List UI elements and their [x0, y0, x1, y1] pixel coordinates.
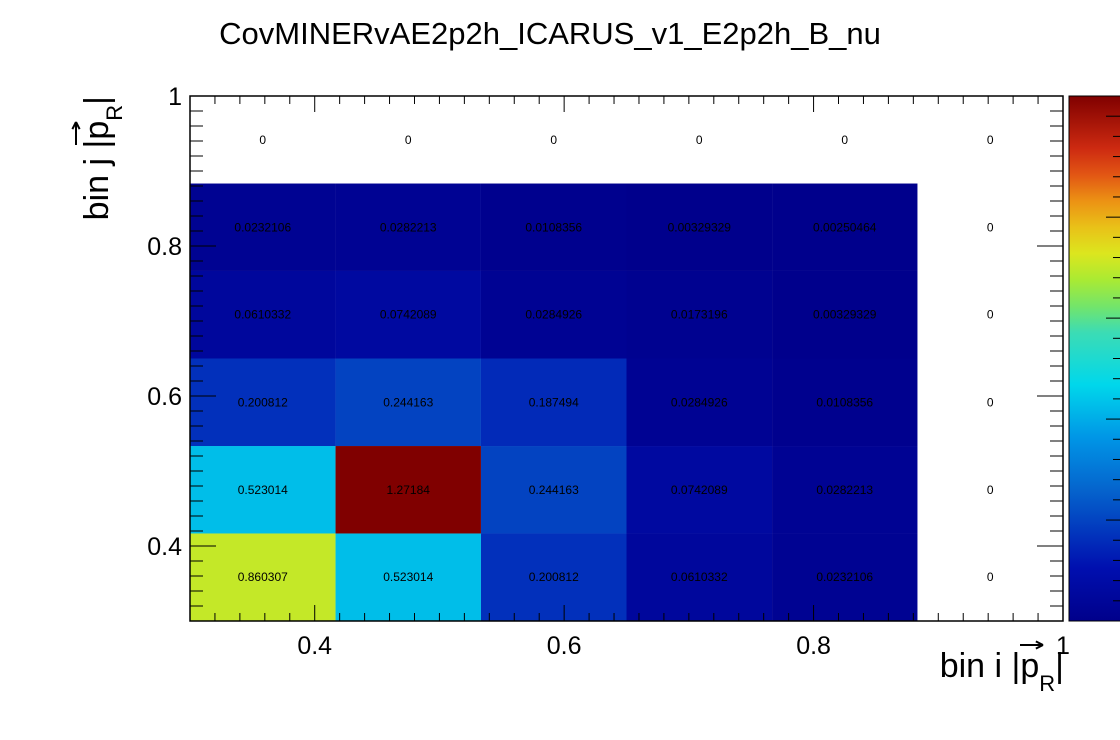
heatmap-cell [190, 358, 336, 447]
cell-value-label: 0.00329329 [813, 308, 877, 322]
heatmap-cell [626, 183, 773, 271]
heatmap-cells [190, 183, 918, 621]
heatmap-cell [190, 533, 336, 621]
cell-value-label: 0.200812 [529, 570, 579, 584]
cell-value-label: 0.0108356 [525, 220, 582, 234]
heatmap-cell [626, 533, 773, 621]
heatmap-cell [480, 183, 627, 271]
cell-value-label: 0.0282213 [380, 220, 437, 234]
cell-value-label: 0 [987, 133, 994, 147]
heatmap-cell [772, 183, 918, 271]
cell-value-label: 0 [696, 133, 703, 147]
cell-value-label: 0 [987, 220, 994, 234]
y-axis-ticks: 0.4 0.6 0.8 1 [147, 83, 1063, 622]
y-tick-label: 0.6 [147, 383, 182, 411]
cell-value-label: 0.0284926 [671, 395, 728, 409]
cell-value-label: 0.244163 [529, 483, 579, 497]
axis-subscript: R [1039, 671, 1055, 696]
heatmap-cell [480, 358, 627, 447]
heatmap-cell [772, 533, 918, 621]
heatmap-cell [335, 358, 481, 447]
heatmap-cell [772, 446, 918, 534]
heatmap-cell [626, 446, 773, 534]
x-axis-ticks: 0.4 0.6 0.8 1 [189, 96, 1070, 660]
heatmap-cell [190, 446, 336, 534]
cell-value-label: 0 [987, 483, 994, 497]
y-tick-label: 0.4 [147, 533, 182, 561]
cell-value-label: 0.00250464 [813, 220, 877, 234]
x-axis-label: bin i |pR| [940, 647, 1064, 696]
axis-subscript: R [102, 105, 127, 121]
cell-value-label: 0.523014 [383, 570, 433, 584]
heatmap-cell [335, 183, 481, 271]
cell-value-label: 1.27184 [387, 483, 431, 497]
heatmap-cell [335, 446, 481, 534]
cell-value-label: 0 [841, 133, 848, 147]
cell-value-label: 0.0282213 [816, 483, 873, 497]
heatmap-cell [626, 358, 773, 447]
heatmap-cell [480, 270, 627, 359]
colorbar-gradient [1068, 95, 1120, 622]
axis-suffix: | [1055, 647, 1064, 685]
x-vector-arrow-icon [1020, 640, 1044, 650]
cell-value-label: 0 [987, 570, 994, 584]
axis-symbol-p: p [78, 121, 116, 140]
y-axis-label: bin j |pR| [78, 96, 127, 220]
plot-frame [189, 95, 1064, 622]
heatmap-cell [480, 533, 627, 621]
heatmap-cell [335, 270, 481, 359]
cell-value-label: 0.187494 [529, 395, 579, 409]
y-vector-arrow-icon [71, 121, 81, 145]
heatmap-cell [772, 358, 918, 447]
axis-symbol-p: p [1020, 647, 1039, 685]
y-tick-label: 1 [168, 83, 182, 111]
cell-value-label: 0.0610332 [234, 308, 291, 322]
cell-value-label: 0.00329329 [668, 220, 732, 234]
x-tick-label: 0.4 [297, 632, 332, 660]
colorbar [1068, 95, 1120, 622]
x-tick-label: 0.6 [547, 632, 582, 660]
heatmap-cell [626, 270, 773, 359]
heatmap-cell [480, 446, 627, 534]
chart-title: CovMINERvAE2p2h_ICARUS_v1_E2p2h_B_nu [219, 16, 881, 51]
y-tick-label: 0.8 [147, 233, 182, 261]
heatmap-cell [772, 270, 918, 359]
heatmap-cell [335, 533, 481, 621]
cell-value-label: 0.0284926 [525, 308, 582, 322]
cell-value-label: 0 [405, 133, 412, 147]
heatmap-cell [190, 183, 336, 271]
x-tick-label: 1 [1056, 632, 1070, 660]
cell-value-label: 0.244163 [383, 395, 433, 409]
heatmap-cell [190, 270, 336, 359]
cell-value-label: 0.0232106 [816, 570, 873, 584]
cell-value-label: 0.0232106 [234, 220, 291, 234]
cell-value-label: 0.0742089 [380, 308, 437, 322]
cell-value-label: 0.0173196 [671, 308, 728, 322]
cell-value-label: 0 [550, 133, 557, 147]
cell-value-label: 0.0742089 [671, 483, 728, 497]
cell-value-label: 0.200812 [238, 395, 288, 409]
cell-value-label: 0.0108356 [816, 395, 873, 409]
cell-value-label: 0.523014 [238, 483, 288, 497]
cell-value-label: 0 [987, 308, 994, 322]
cell-value-label: 0.0610332 [671, 570, 728, 584]
axis-suffix: | [78, 96, 116, 105]
heatmap-cell-labels: 0.860307 0.523014 0.200812 0.0610332 0.02321… [234, 133, 993, 584]
cell-value-label: 0 [259, 133, 266, 147]
cell-value-label: 0.860307 [238, 570, 288, 584]
x-tick-label: 0.8 [796, 632, 831, 660]
cell-value-label: 0 [987, 395, 994, 409]
